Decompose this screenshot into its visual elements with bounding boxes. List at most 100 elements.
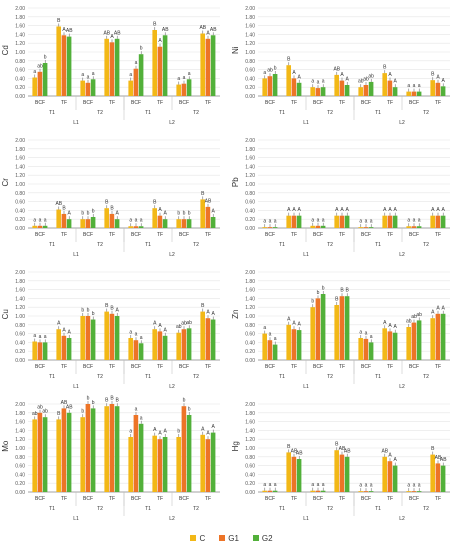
bar [320, 225, 326, 228]
significance-label: B [153, 200, 157, 206]
bar [368, 81, 374, 96]
x-tick-label: BCF [35, 496, 45, 502]
x-tick-label: TF [109, 364, 115, 370]
bar [440, 313, 446, 360]
bar [37, 71, 43, 96]
x-tick-label: BCF [313, 232, 323, 238]
significance-label: A [340, 72, 344, 78]
group-label-l: L2 [169, 120, 175, 126]
y-tick-label: 2.00 [15, 138, 25, 144]
bar [430, 454, 435, 492]
group-label-t: T1 [375, 374, 381, 380]
bar [411, 322, 417, 360]
x-tick-label: BCF [83, 232, 93, 238]
bar [32, 341, 37, 360]
significance-label: AB [103, 30, 110, 36]
bar [382, 456, 387, 492]
bar [162, 437, 168, 492]
significance-label: B [201, 191, 205, 197]
significance-label: A [442, 305, 446, 311]
significance-label: A [116, 211, 120, 217]
bar [37, 225, 43, 228]
significance-label: AB [162, 27, 169, 33]
significance-label: a [370, 483, 373, 489]
bar [210, 319, 216, 360]
bar [104, 311, 109, 360]
x-tick-label: TF [61, 232, 67, 238]
significance-label: ab [37, 404, 43, 410]
x-tick-label: BCF [35, 100, 45, 106]
x-tick-label: TF [157, 100, 163, 106]
significance-label: b [311, 299, 314, 305]
x-tick-label: TF [291, 496, 297, 502]
bar [176, 332, 181, 360]
x-tick-label: TF [109, 100, 115, 106]
significance-label: B [105, 200, 109, 206]
bar [387, 331, 393, 360]
bar [32, 225, 37, 228]
bar [152, 30, 157, 96]
bar [176, 219, 181, 228]
significance-label: A [68, 330, 72, 336]
bar [262, 490, 267, 492]
x-tick-label: BCF [313, 496, 323, 502]
bar [430, 215, 435, 228]
bar [90, 79, 96, 96]
group-label-l: L1 [303, 252, 309, 258]
significance-label: b [177, 211, 180, 217]
bar [334, 74, 339, 96]
group-label-t: T1 [279, 242, 285, 248]
x-tick-label: TF [157, 496, 163, 502]
x-tick-label: BCF [361, 100, 371, 106]
significance-label: A [292, 321, 296, 327]
y-tick-label: 1.00 [245, 50, 255, 56]
bar [128, 80, 133, 96]
bar [320, 294, 326, 360]
y-tick-label: 0.60 [15, 464, 25, 470]
bar [435, 215, 441, 228]
group-label-l: L1 [303, 120, 309, 126]
significance-label: b [87, 211, 90, 217]
bar [85, 219, 91, 228]
y-tick-label: 0.80 [15, 323, 25, 329]
bar [382, 328, 387, 360]
bar [392, 465, 398, 492]
bar [176, 437, 181, 492]
bar [109, 313, 115, 360]
y-tick-label: 1.60 [245, 156, 255, 162]
significance-label: A [116, 308, 120, 314]
significance-label: a [311, 79, 314, 85]
significance-label: a [311, 482, 314, 488]
group-label-t: T1 [49, 242, 55, 248]
bar [128, 338, 133, 360]
bar [440, 215, 446, 228]
y-tick-label: 1.80 [245, 411, 255, 417]
significance-label: b [92, 209, 95, 215]
y-tick-label: 0.40 [245, 208, 255, 214]
significance-label: A [394, 457, 398, 463]
significance-label: A [292, 207, 296, 213]
significance-label: a [322, 482, 325, 488]
bar [267, 490, 273, 492]
x-tick-label: TF [205, 364, 211, 370]
group-label-t: T2 [327, 110, 333, 116]
bar [186, 328, 192, 360]
bar [56, 26, 61, 97]
bar [406, 327, 411, 360]
y-tick-label: 0.80 [15, 191, 25, 197]
y-axis-label: Cu [1, 309, 10, 319]
significance-label: a [370, 334, 373, 340]
significance-label: a [274, 219, 277, 225]
y-tick-label: 0.00 [15, 358, 25, 364]
significance-label: ab [37, 63, 43, 69]
significance-label: b [81, 409, 84, 415]
significance-label: a [359, 330, 362, 336]
significance-label: A [206, 30, 210, 36]
bar [210, 217, 216, 228]
significance-label: a [317, 80, 320, 86]
y-tick-label: 0.20 [15, 217, 25, 223]
bar [406, 491, 411, 492]
bar [114, 219, 120, 228]
significance-label: A [436, 305, 440, 311]
bar [411, 91, 417, 96]
